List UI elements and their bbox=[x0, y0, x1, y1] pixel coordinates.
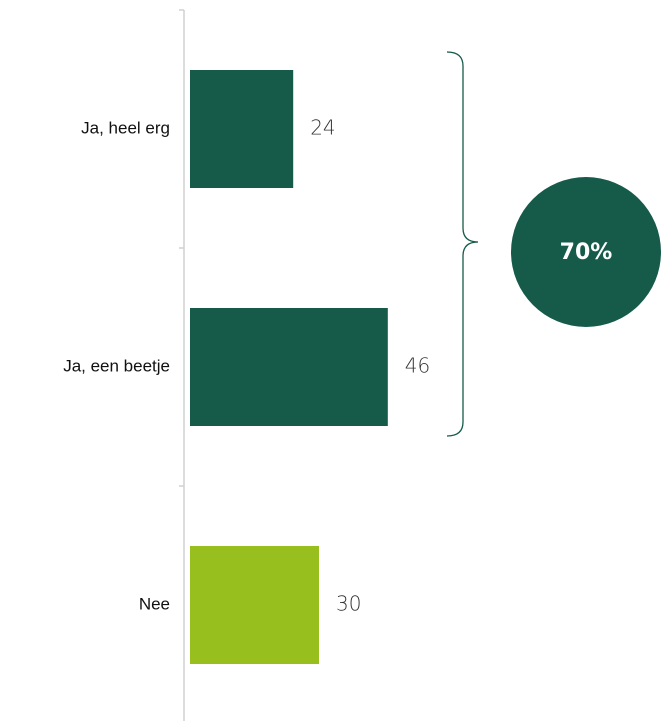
bar bbox=[190, 546, 319, 664]
value-label: 24 bbox=[310, 116, 335, 140]
value-label: 46 bbox=[405, 354, 430, 378]
value-label: 30 bbox=[336, 592, 361, 616]
bar bbox=[190, 308, 388, 426]
bracket bbox=[446, 51, 479, 437]
annotation-circle bbox=[511, 177, 661, 327]
annotation: 70% bbox=[560, 240, 613, 265]
category-label: Nee bbox=[139, 594, 170, 613]
category-label: Ja, een beetje bbox=[63, 356, 170, 375]
category-label: Ja, heel erg bbox=[81, 118, 170, 137]
bar bbox=[190, 70, 294, 188]
